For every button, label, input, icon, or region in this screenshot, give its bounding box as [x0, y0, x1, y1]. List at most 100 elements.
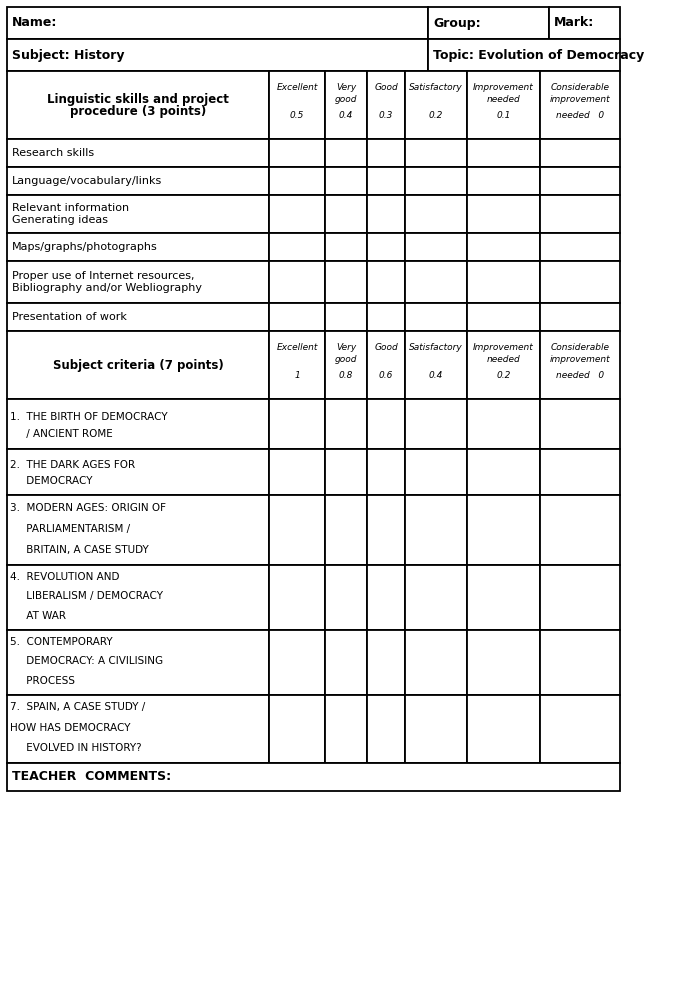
Text: Relevant information
Generating ideas: Relevant information Generating ideas	[12, 203, 129, 225]
Bar	[540, 495, 620, 565]
Text: Improvement: Improvement	[473, 342, 534, 351]
Bar	[549, 7, 620, 39]
Text: Group:: Group:	[433, 16, 481, 29]
Bar	[269, 195, 325, 233]
Bar	[467, 630, 540, 695]
Bar	[467, 331, 540, 399]
Text: Proper use of Internet resources,
Bibliography and/or Webliography: Proper use of Internet resources, Biblio…	[12, 271, 202, 293]
Text: good: good	[335, 96, 358, 105]
Bar	[405, 449, 467, 495]
Bar	[405, 139, 467, 167]
Bar	[540, 449, 620, 495]
Text: improvement: improvement	[549, 96, 610, 105]
Bar	[405, 565, 467, 630]
Bar	[7, 71, 269, 139]
Text: 7.  SPAIN, A CASE STUDY /: 7. SPAIN, A CASE STUDY /	[10, 702, 145, 712]
Bar	[325, 565, 367, 630]
Text: 3.  MODERN AGES: ORIGIN OF: 3. MODERN AGES: ORIGIN OF	[10, 502, 166, 513]
Text: Name:: Name:	[12, 16, 58, 29]
Text: procedure (3 points): procedure (3 points)	[70, 106, 206, 119]
Text: needed   0: needed 0	[556, 371, 604, 380]
Bar	[269, 695, 325, 763]
Bar	[325, 233, 367, 261]
Bar	[325, 139, 367, 167]
Text: 0.6: 0.6	[379, 371, 393, 380]
Bar	[325, 399, 367, 449]
Bar	[405, 695, 467, 763]
Text: Satisfactory: Satisfactory	[409, 83, 463, 92]
Text: Research skills: Research skills	[12, 148, 94, 158]
Bar	[467, 303, 540, 331]
Text: 0.8: 0.8	[339, 371, 353, 380]
Bar	[367, 261, 405, 303]
Bar	[367, 630, 405, 695]
Text: EVOLVED IN HISTORY?: EVOLVED IN HISTORY?	[10, 743, 142, 753]
Bar	[269, 139, 325, 167]
Bar	[7, 139, 269, 167]
Text: needed   0: needed 0	[556, 111, 604, 120]
Bar	[467, 167, 540, 195]
Bar	[269, 71, 325, 139]
Bar	[367, 495, 405, 565]
Text: Considerable: Considerable	[551, 83, 610, 92]
Bar	[405, 71, 467, 139]
Bar	[7, 303, 269, 331]
Text: 0.2: 0.2	[497, 371, 511, 380]
Bar	[367, 331, 405, 399]
Bar	[7, 233, 269, 261]
Text: Mark:: Mark:	[554, 16, 595, 29]
Bar	[540, 565, 620, 630]
Bar	[405, 331, 467, 399]
Text: Considerable: Considerable	[551, 342, 610, 351]
Bar	[405, 167, 467, 195]
Text: Language/vocabulary/links: Language/vocabulary/links	[12, 176, 162, 186]
Text: Good: Good	[374, 342, 398, 351]
Text: needed: needed	[486, 355, 521, 365]
Bar	[367, 303, 405, 331]
Bar	[405, 233, 467, 261]
Bar	[7, 449, 269, 495]
Bar	[428, 39, 620, 71]
Text: TEACHER  COMMENTS:: TEACHER COMMENTS:	[12, 770, 171, 783]
Bar	[367, 399, 405, 449]
Bar	[7, 331, 269, 399]
Bar	[269, 565, 325, 630]
Bar	[540, 399, 620, 449]
Text: good: good	[335, 355, 358, 365]
Bar	[467, 71, 540, 139]
Bar	[540, 233, 620, 261]
Bar	[325, 449, 367, 495]
Bar	[367, 449, 405, 495]
Bar	[269, 449, 325, 495]
Bar	[405, 495, 467, 565]
Text: 5.  CONTEMPORARY: 5. CONTEMPORARY	[10, 636, 112, 646]
Bar	[405, 261, 467, 303]
Bar	[7, 39, 428, 71]
Bar	[7, 195, 269, 233]
Text: 0.4: 0.4	[339, 111, 353, 120]
Bar	[7, 695, 269, 763]
Bar	[325, 195, 367, 233]
Text: Subject: History: Subject: History	[12, 48, 125, 61]
Bar	[7, 763, 620, 792]
Bar	[367, 233, 405, 261]
Text: LIBERALISM / DEMOCRACY: LIBERALISM / DEMOCRACY	[10, 591, 163, 601]
Bar	[405, 303, 467, 331]
Bar	[325, 331, 367, 399]
Text: HOW HAS DEMOCRACY: HOW HAS DEMOCRACY	[10, 723, 131, 733]
Bar	[367, 71, 405, 139]
Text: Topic: Evolution of Democracy: Topic: Evolution of Democracy	[433, 48, 645, 61]
Bar	[540, 261, 620, 303]
Text: Excellent: Excellent	[276, 342, 318, 351]
Text: Satisfactory: Satisfactory	[409, 342, 463, 351]
Text: DEMOCRACY: DEMOCRACY	[10, 476, 92, 486]
Text: PARLIAMENTARISM /: PARLIAMENTARISM /	[10, 524, 130, 534]
Bar	[540, 71, 620, 139]
Bar	[325, 695, 367, 763]
Bar	[540, 630, 620, 695]
Bar	[467, 495, 540, 565]
Bar	[467, 261, 540, 303]
Bar	[269, 303, 325, 331]
Bar	[367, 195, 405, 233]
Bar	[269, 331, 325, 399]
